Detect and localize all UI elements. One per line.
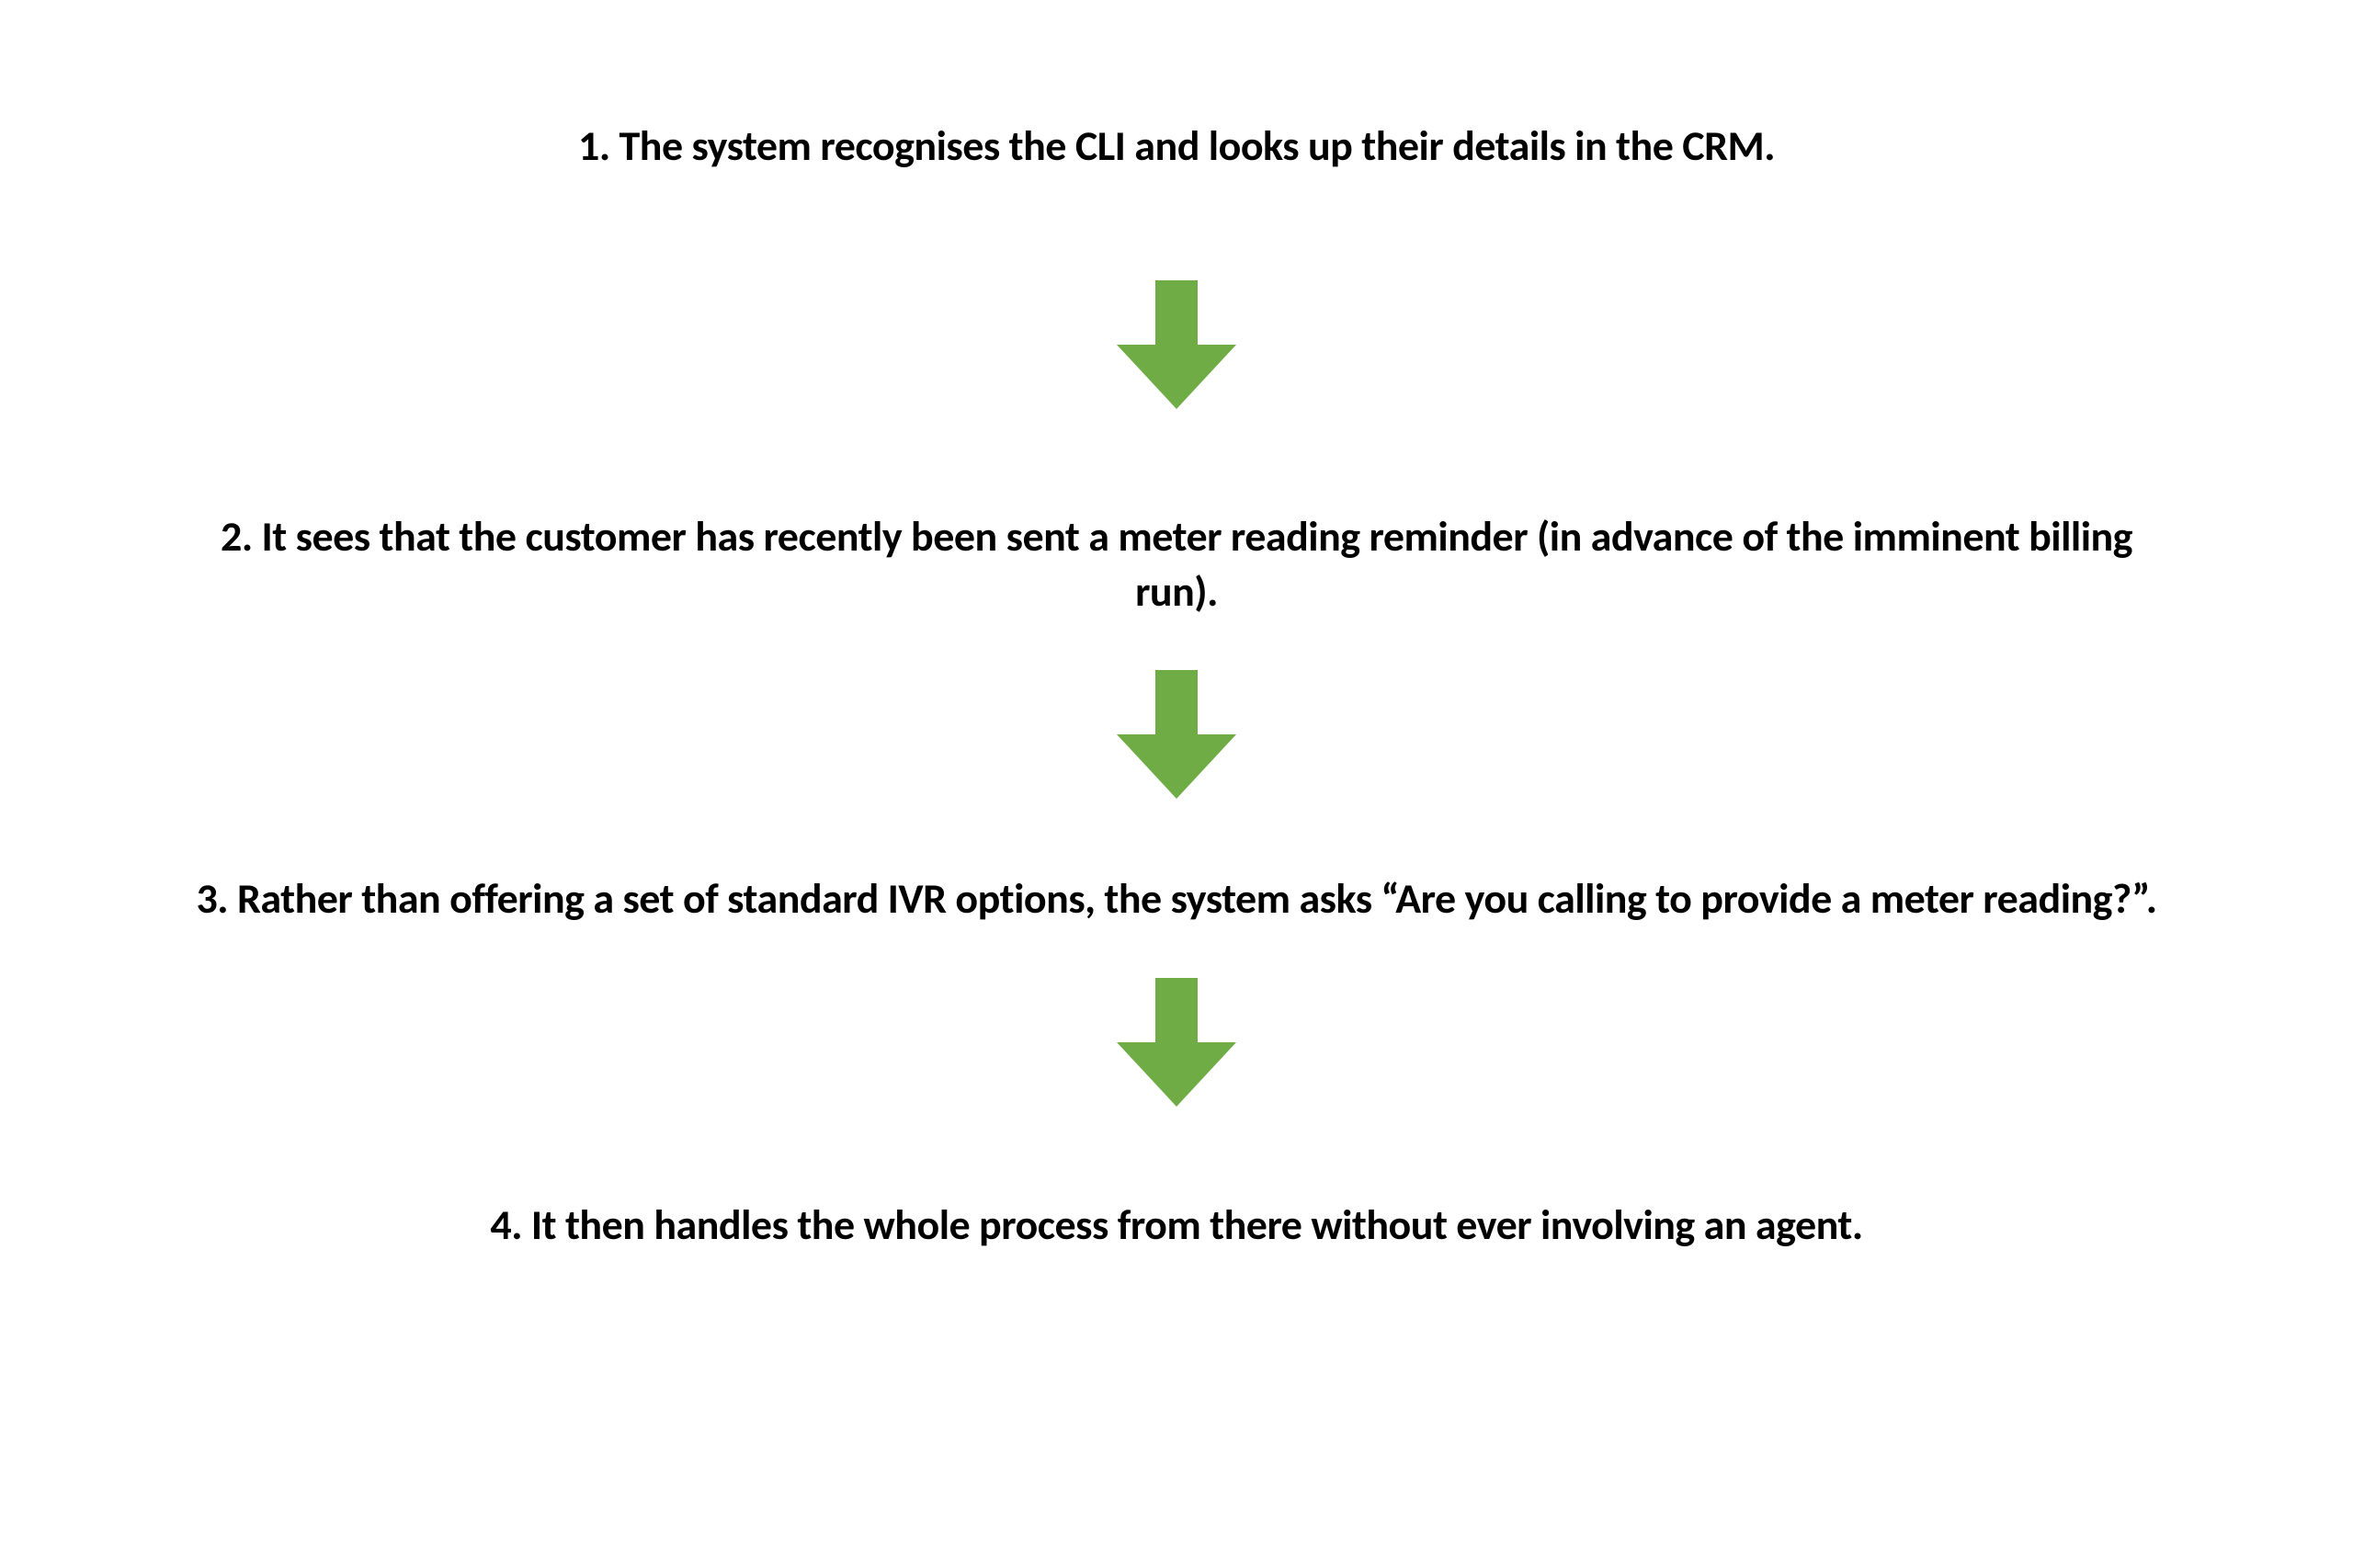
arrow-1 (1117, 280, 1236, 409)
arrow-2 (1117, 670, 1236, 799)
arrow-3 (1117, 978, 1236, 1107)
step-3-text: 3. Rather than offering a set of standar… (196, 872, 2156, 927)
step-2-text: 2. It sees that the customer has recentl… (188, 510, 2165, 620)
step-4-text: 4. It then handles the whole process fro… (490, 1199, 1862, 1254)
step-1-text: 1. The system recognises the CLI and loo… (578, 119, 1775, 175)
flow-container: 1. The system recognises the CLI and loo… (165, 119, 2188, 1254)
